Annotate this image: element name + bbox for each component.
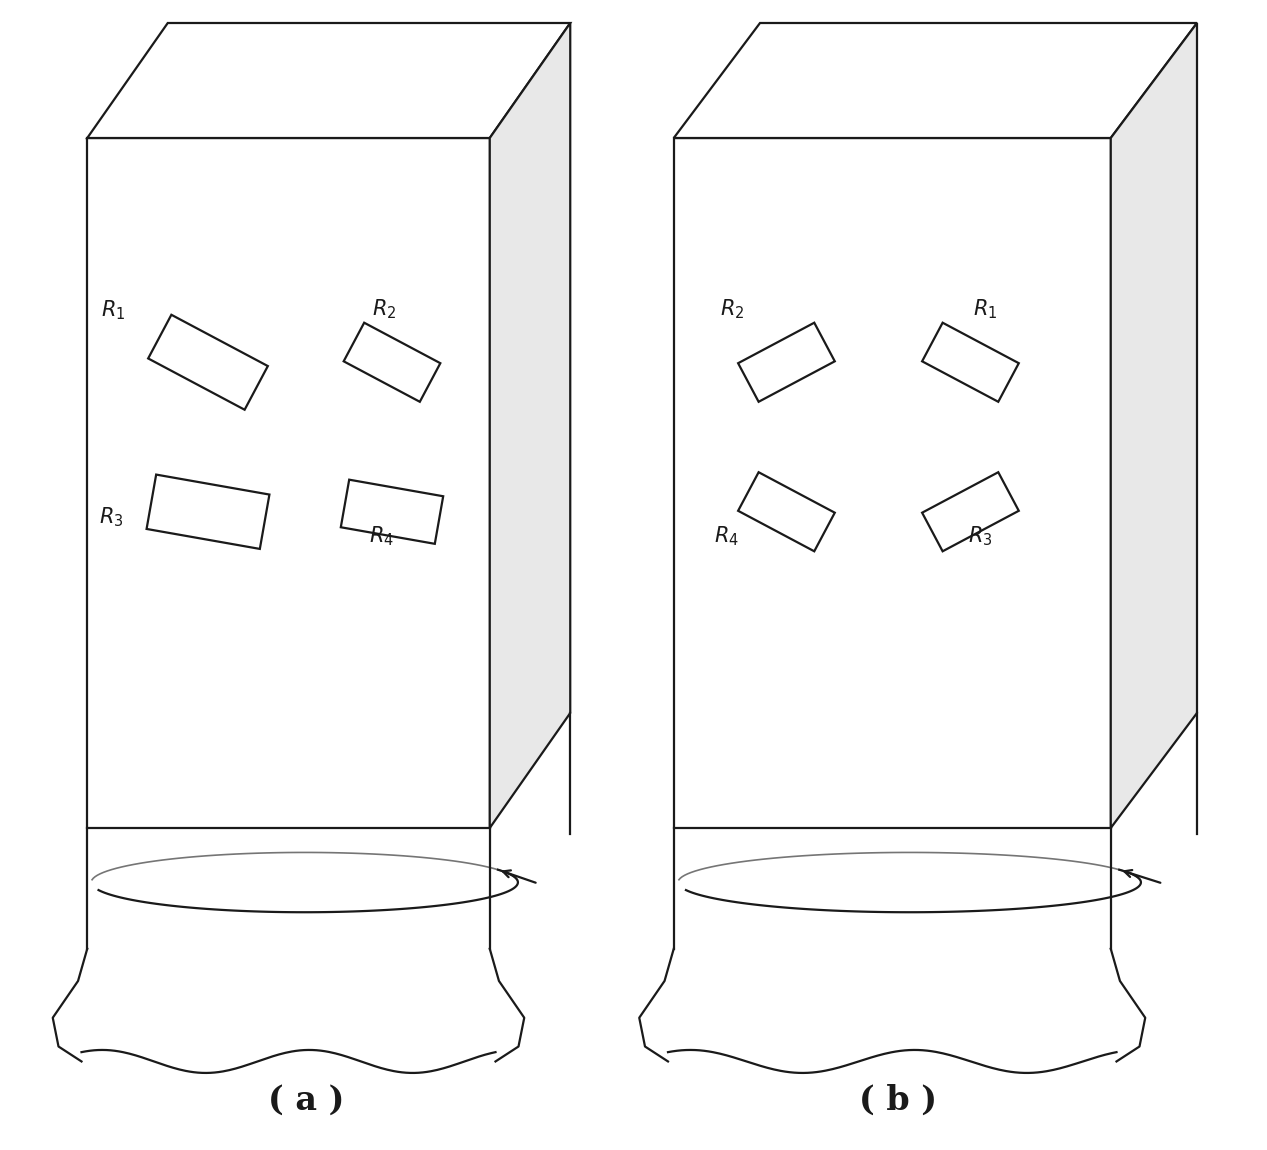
Text: $R_4$: $R_4$ xyxy=(369,524,394,549)
Text: ( b ): ( b ) xyxy=(859,1083,938,1117)
Polygon shape xyxy=(341,480,443,544)
Polygon shape xyxy=(922,323,1019,401)
Polygon shape xyxy=(87,23,570,138)
Text: $R_4$: $R_4$ xyxy=(715,524,739,549)
Polygon shape xyxy=(147,475,270,549)
Text: $R_3$: $R_3$ xyxy=(968,524,992,549)
Text: $R_1$: $R_1$ xyxy=(101,298,125,322)
Polygon shape xyxy=(739,473,835,551)
Polygon shape xyxy=(148,315,267,409)
Polygon shape xyxy=(343,323,441,401)
Text: $R_3$: $R_3$ xyxy=(99,505,123,529)
Text: $R_1$: $R_1$ xyxy=(973,297,997,321)
Polygon shape xyxy=(739,323,835,401)
Polygon shape xyxy=(1111,23,1197,828)
Polygon shape xyxy=(922,473,1019,551)
Polygon shape xyxy=(490,23,570,828)
Text: $R_2$: $R_2$ xyxy=(720,297,744,321)
Polygon shape xyxy=(674,138,1111,828)
Text: $R_2$: $R_2$ xyxy=(372,297,397,321)
Text: ( a ): ( a ) xyxy=(267,1083,343,1117)
Polygon shape xyxy=(87,138,490,828)
Polygon shape xyxy=(674,23,1197,138)
